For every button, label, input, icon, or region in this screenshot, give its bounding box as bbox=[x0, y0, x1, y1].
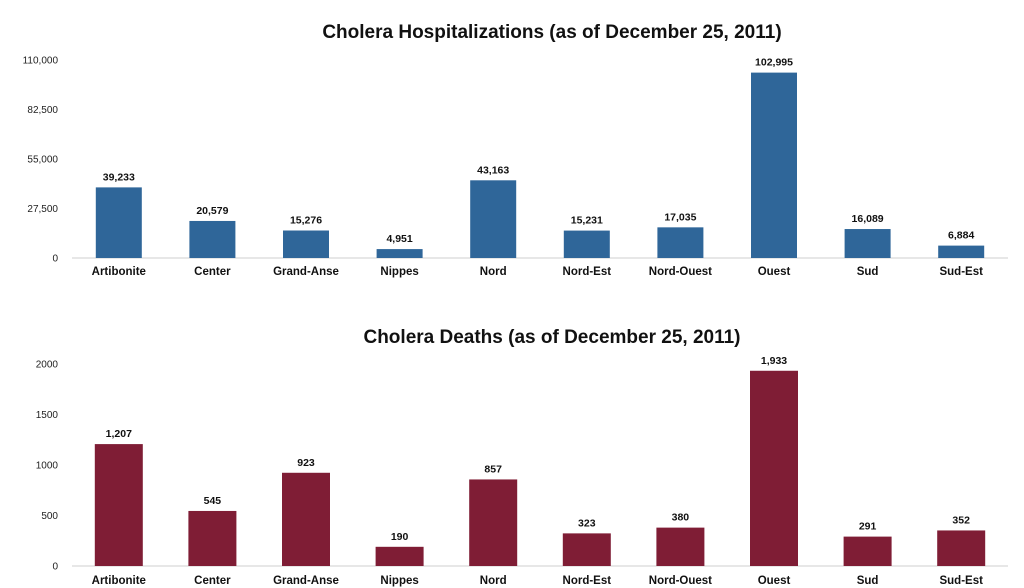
hosp-bar-value-label: 102,995 bbox=[755, 57, 793, 69]
death-bar-value-label: 857 bbox=[484, 463, 502, 475]
death-bar bbox=[375, 546, 424, 566]
death-y-tick-label: 0 bbox=[52, 562, 58, 573]
hosp-bar bbox=[95, 187, 142, 258]
hosp-bar-value-label: 15,231 bbox=[571, 215, 603, 227]
hosp-y-tick-label: 55,000 bbox=[27, 155, 58, 166]
deaths-chart-title: Cholera Deaths (as of December 25, 2011) bbox=[363, 327, 740, 348]
hosp-bar bbox=[470, 180, 517, 258]
death-bar-value-label: 1,207 bbox=[106, 428, 132, 440]
hosp-x-category-label: Nippes bbox=[380, 266, 418, 278]
hospitalizations-chart: Cholera Hospitalizations (as of December… bbox=[23, 22, 1008, 278]
hosp-x-category-label: Ouest bbox=[758, 266, 791, 278]
death-bar-value-label: 545 bbox=[204, 495, 222, 507]
death-x-category-label: Sud-Est bbox=[939, 575, 983, 587]
hosp-x-category-label: Center bbox=[194, 266, 231, 278]
death-x-category-label: Sud bbox=[857, 575, 879, 587]
death-y-tick-label: 1500 bbox=[36, 410, 59, 421]
hosp-x-category-label: Nord bbox=[480, 266, 507, 278]
death-bar bbox=[282, 472, 330, 566]
death-x-category-label: Grand-Anse bbox=[273, 575, 339, 587]
death-x-category-label: Nord-Ouest bbox=[649, 575, 712, 587]
hosp-bar-value-label: 43,163 bbox=[477, 164, 509, 176]
death-x-category-label: Nord bbox=[480, 575, 507, 587]
death-bar-value-label: 190 bbox=[391, 531, 409, 543]
hosp-x-category-label: Grand-Anse bbox=[273, 266, 339, 278]
hosp-x-category-label: Sud-Est bbox=[939, 266, 983, 278]
death-y-tick-label: 2000 bbox=[36, 360, 59, 371]
hosp-x-category-label: Nord-Ouest bbox=[649, 266, 712, 278]
hosp-bar-value-label: 4,951 bbox=[386, 233, 412, 245]
death-x-category-label: Artibonite bbox=[92, 575, 146, 587]
deaths-chart: Cholera Deaths (as of December 25, 2011)… bbox=[36, 327, 1008, 587]
hosp-bar-value-label: 39,233 bbox=[103, 171, 135, 183]
hosp-y-tick-label: 27,500 bbox=[27, 204, 58, 215]
hosp-bar-value-label: 16,089 bbox=[852, 213, 884, 225]
hosp-x-category-label: Artibonite bbox=[92, 266, 146, 278]
hosp-bar bbox=[189, 220, 236, 258]
hosp-y-tick-label: 110,000 bbox=[23, 56, 59, 67]
death-x-category-label: Nippes bbox=[380, 575, 418, 587]
death-bar bbox=[469, 479, 518, 566]
hosp-bar bbox=[657, 227, 704, 258]
death-x-category-label: Nord-Est bbox=[563, 575, 612, 587]
hosp-bar bbox=[938, 245, 985, 258]
hosp-bar bbox=[844, 229, 891, 258]
death-bar bbox=[750, 370, 798, 566]
hosp-bar-value-label: 15,276 bbox=[290, 215, 322, 227]
death-y-tick-label: 500 bbox=[41, 511, 58, 522]
death-bar-value-label: 352 bbox=[952, 514, 970, 526]
death-bar bbox=[188, 510, 237, 566]
death-x-category-label: Ouest bbox=[758, 575, 791, 587]
death-y-tick-label: 1000 bbox=[36, 461, 59, 472]
death-bar-value-label: 923 bbox=[297, 457, 315, 469]
hosp-x-category-label: Nord-Est bbox=[563, 266, 612, 278]
hosp-bar-value-label: 17,035 bbox=[664, 211, 696, 223]
death-bar bbox=[937, 530, 986, 566]
hosp-y-tick-label: 82,500 bbox=[27, 105, 58, 116]
death-bar bbox=[562, 533, 611, 566]
hosp-y-tick-label: 0 bbox=[52, 254, 58, 265]
death-bar bbox=[94, 444, 143, 566]
death-bar-value-label: 380 bbox=[672, 512, 690, 524]
hosp-bar-value-label: 20,579 bbox=[196, 205, 228, 217]
death-bar bbox=[843, 536, 892, 566]
death-bar-value-label: 1,933 bbox=[761, 355, 787, 367]
death-bar-value-label: 323 bbox=[578, 517, 596, 529]
hospitalizations-chart-title: Cholera Hospitalizations (as of December… bbox=[322, 22, 781, 43]
hosp-bar bbox=[563, 230, 610, 258]
hosp-bar-value-label: 6,884 bbox=[948, 230, 974, 242]
hosp-x-category-label: Sud bbox=[857, 266, 879, 278]
death-bar bbox=[656, 527, 705, 566]
death-x-category-label: Center bbox=[194, 575, 231, 587]
hosp-bar bbox=[751, 72, 797, 258]
death-bar-value-label: 291 bbox=[859, 521, 877, 533]
hosp-bar bbox=[283, 230, 329, 258]
hosp-bar bbox=[376, 249, 423, 258]
